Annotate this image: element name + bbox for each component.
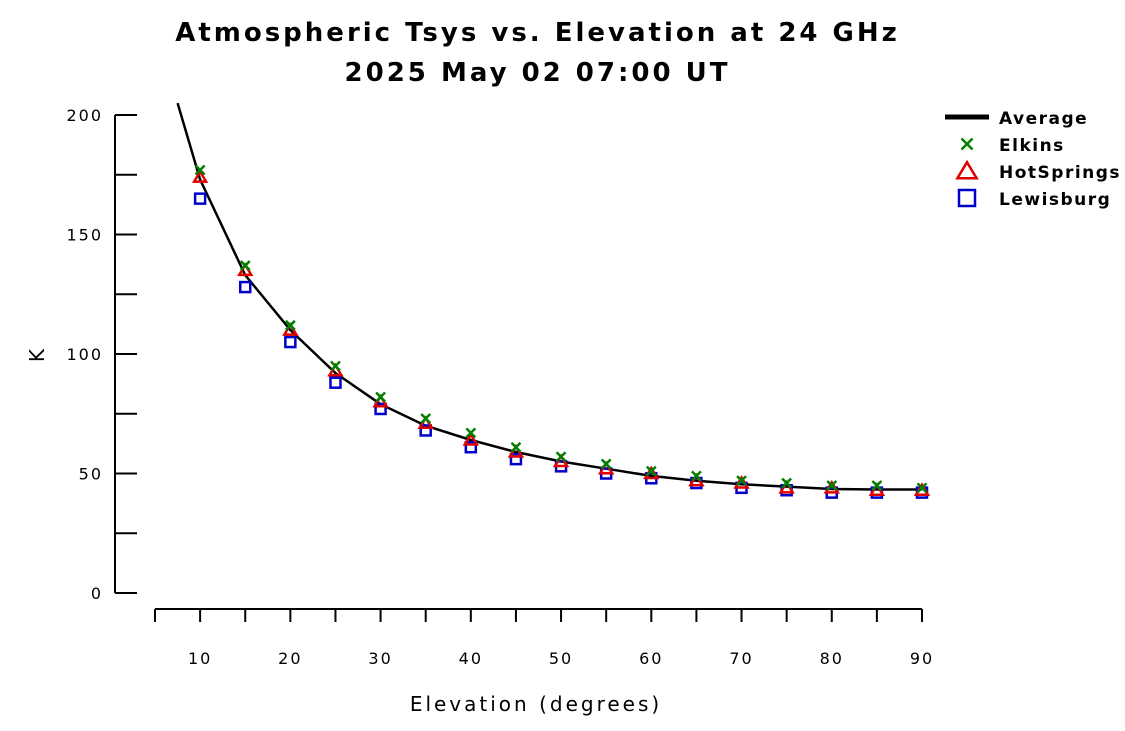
y-tick-label: 0 — [91, 584, 103, 603]
hotsprings-point — [191, 169, 209, 183]
elkins-point — [555, 451, 567, 463]
legend-lewisburg-swatch — [957, 188, 977, 208]
x-tick-label: 60 — [639, 649, 663, 668]
lewisburg-point — [509, 452, 523, 466]
legend-hotsprings-label: HotSprings — [999, 163, 1121, 183]
chart-title: Atmospheric Tsys vs. Elevation at 24 GHz — [175, 18, 900, 48]
axes: 0 50 100 150 200 K 10 20 30 40 50 60 70 80 90 Elevation… — [25, 106, 934, 716]
x-tick-label: 20 — [278, 649, 302, 668]
elkins-point — [645, 465, 657, 477]
elkins-point — [916, 482, 928, 494]
lewisburg-point — [419, 424, 432, 437]
elkins-point — [600, 458, 612, 470]
y-tick-label: 200 — [66, 106, 103, 125]
lewisburg-point — [464, 440, 478, 454]
data-points-layer — [191, 164, 931, 499]
hotsprings-point — [462, 432, 480, 446]
x-tick-label: 40 — [459, 649, 483, 668]
y-tick-label: 50 — [79, 465, 103, 484]
elkins-point — [330, 360, 341, 372]
lewisburg-point — [238, 280, 252, 294]
legend-hotsprings-swatch — [955, 159, 979, 180]
legend-lewisburg-label: Lewisburg — [999, 190, 1111, 210]
x-tick-label: 30 — [368, 649, 392, 668]
x-tick-label: 50 — [549, 649, 573, 668]
elkins-point — [781, 477, 793, 489]
elkins-point — [375, 391, 386, 403]
x-tick-label: 70 — [729, 649, 753, 668]
chart-subtitle: 2025 May 02 07:00 UT — [344, 58, 731, 88]
lewisburg-point — [284, 335, 297, 349]
legend: Average Elkins HotSprings Lewisburg — [945, 109, 1121, 210]
elkins-point — [420, 413, 432, 424]
elkins-point — [826, 480, 838, 491]
elkins-point — [239, 260, 251, 271]
elkins-point — [736, 475, 747, 487]
legend-average-label: Average — [999, 109, 1088, 129]
elkins-point — [284, 319, 296, 331]
y-tick-label: 100 — [66, 345, 103, 364]
x-axis-label: Elevation (degrees) — [410, 692, 662, 716]
lewisburg-point — [193, 192, 207, 205]
elkins-point — [465, 427, 477, 439]
lewisburg-point — [374, 402, 387, 416]
elkins-point — [871, 480, 883, 491]
x-tick-label: 80 — [820, 649, 844, 668]
x-tick-label: 90 — [910, 649, 934, 668]
legend-elkins-label: Elkins — [999, 136, 1065, 156]
average-curve-layer — [176, 102, 922, 491]
y-axis-label: K — [25, 346, 49, 362]
elkins-point — [194, 164, 206, 176]
lewisburg-point — [329, 376, 342, 389]
x-tick-label: 10 — [188, 649, 212, 668]
elkins-point — [510, 441, 522, 453]
legend-elkins-swatch — [960, 137, 974, 151]
elkins-point — [691, 470, 702, 482]
y-tick-label: 150 — [66, 226, 103, 245]
average-curve — [176, 102, 922, 491]
